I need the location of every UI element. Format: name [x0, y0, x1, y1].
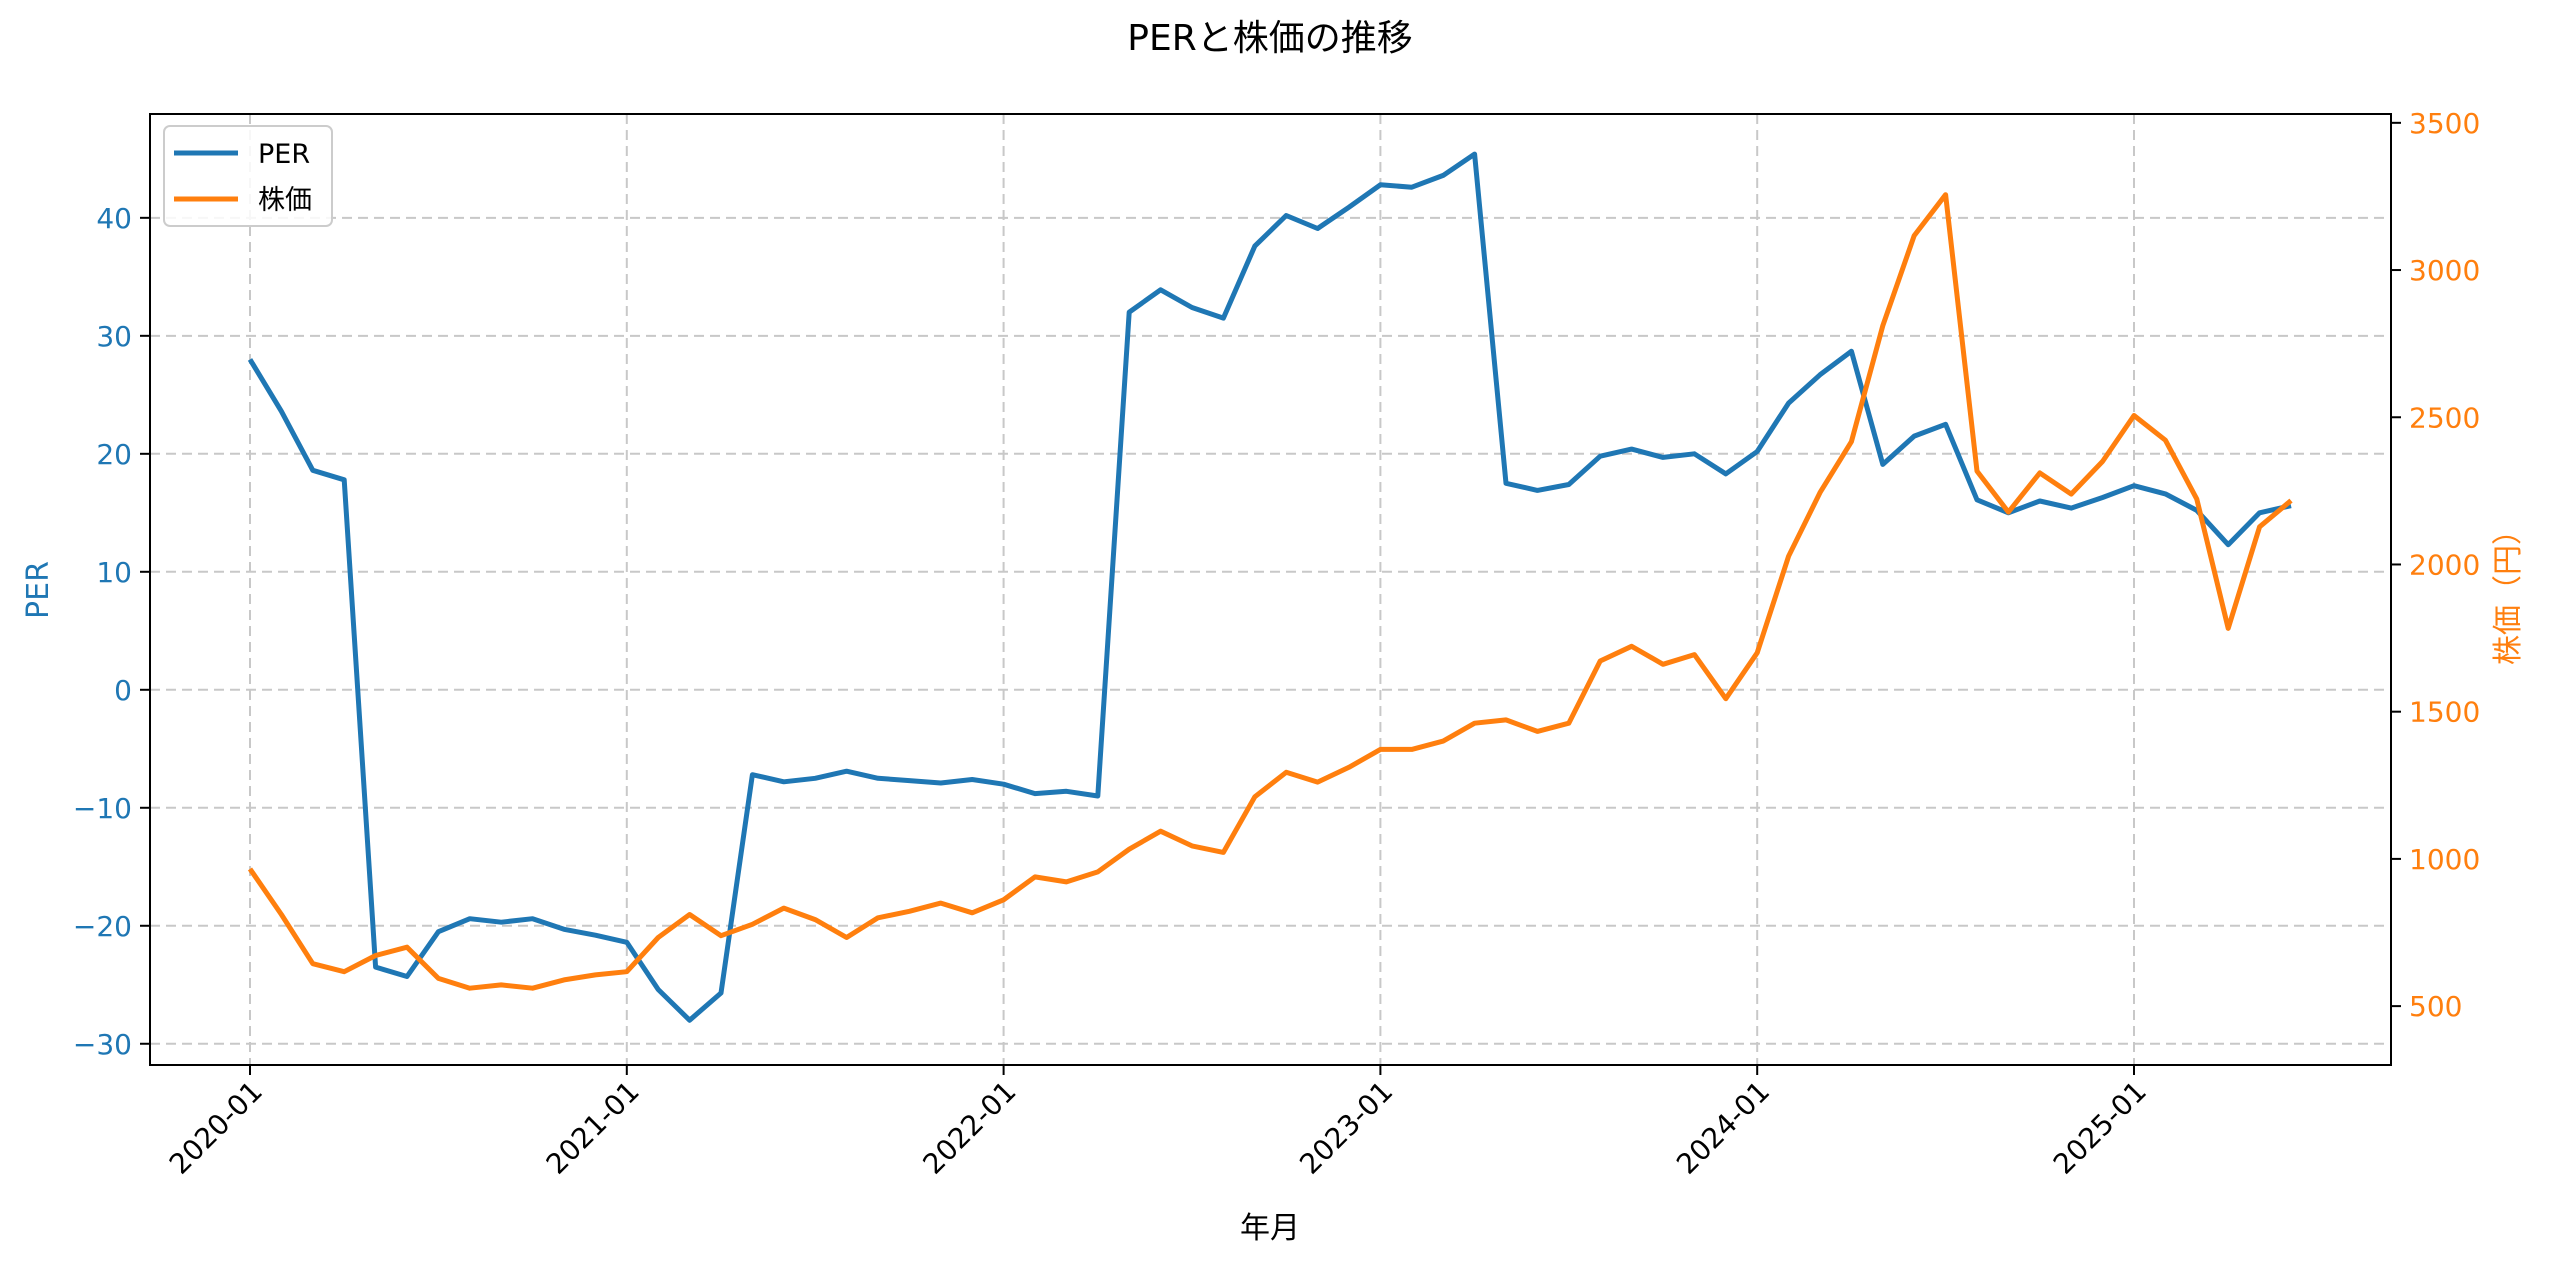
price-line [247, 192, 2293, 991]
right-tick-label: 3000 [2409, 254, 2480, 287]
left-tick-label: 30 [96, 320, 132, 353]
per-line [247, 151, 2292, 1023]
x-tick-label: 2024-01 [1670, 1075, 1776, 1181]
right-y-axis-label: 株価（円） [2491, 515, 2526, 665]
right-y-axis: 500 1000 1500 2000 2500 3000 3500 [2391, 107, 2480, 1023]
right-tick-label: 1000 [2409, 843, 2480, 876]
legend-per-label: PER [258, 139, 310, 170]
x-axis-label: 年月 [1240, 1211, 1300, 1246]
right-tick-label: 2500 [2409, 401, 2480, 434]
right-tick-label: 1500 [2409, 696, 2480, 729]
left-tick-label: 40 [96, 202, 132, 235]
left-tick-label: −20 [73, 910, 132, 943]
right-tick-label: 500 [2409, 990, 2462, 1023]
left-tick-label: 10 [96, 556, 132, 589]
plot-area-frame [149, 113, 2392, 1066]
x-axis: 2020-01 2021-01 2022-01 2023-01 2024-01 2025-… [163, 1065, 2153, 1181]
grid-lines [150, 114, 2391, 1065]
legend-price-label: 株価 [258, 185, 312, 216]
x-tick-label: 2022-01 [916, 1075, 1022, 1181]
right-tick-label: 2000 [2409, 548, 2480, 581]
left-tick-label: −10 [73, 792, 132, 825]
x-tick-label: 2021-01 [540, 1075, 646, 1181]
x-tick-label: 2025-01 [2047, 1075, 2153, 1181]
left-y-axis: −30 −20 −10 0 10 20 30 40 [73, 202, 150, 1061]
right-tick-label: 3500 [2409, 107, 2480, 140]
x-tick-label: 2023-01 [1293, 1075, 1399, 1181]
left-y-axis-label: PER [21, 561, 56, 619]
data-lines [247, 151, 2293, 1023]
x-tick-label: 2020-01 [163, 1075, 269, 1181]
left-tick-label: −30 [73, 1028, 132, 1061]
chart-title: PERと株価の推移 [1127, 18, 1412, 59]
left-tick-label: 20 [96, 438, 132, 471]
left-tick-label: 0 [114, 674, 132, 707]
legend: PER 株価 [163, 125, 333, 227]
